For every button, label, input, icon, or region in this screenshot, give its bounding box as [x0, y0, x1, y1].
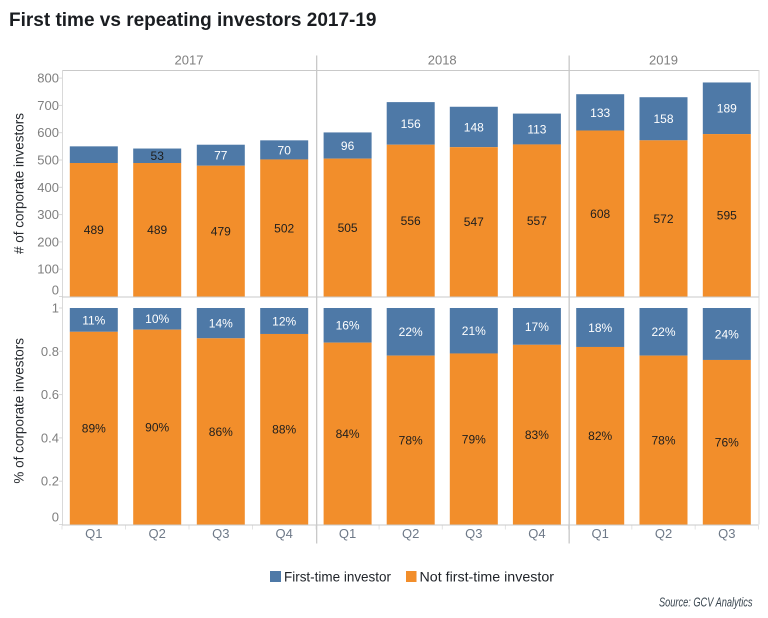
svg-text:158: 158: [653, 112, 673, 126]
svg-text:79%: 79%: [462, 432, 486, 446]
svg-text:Q4: Q4: [528, 526, 545, 541]
svg-text:600: 600: [37, 125, 59, 140]
svg-text:78%: 78%: [399, 433, 423, 447]
svg-text:First-time investor: First-time investor: [284, 569, 391, 585]
svg-text:479: 479: [211, 225, 231, 239]
svg-text:608: 608: [590, 207, 610, 221]
svg-text:Q3: Q3: [465, 526, 482, 541]
svg-text:2018: 2018: [428, 53, 457, 68]
svg-text:0: 0: [52, 283, 59, 298]
svg-text:16%: 16%: [336, 319, 360, 333]
svg-text:113: 113: [527, 122, 546, 136]
svg-text:21%: 21%: [462, 324, 486, 338]
svg-text:17%: 17%: [525, 320, 549, 334]
svg-text:53: 53: [151, 149, 165, 163]
svg-text:133: 133: [590, 106, 610, 120]
svg-text:489: 489: [84, 223, 104, 237]
svg-text:10%: 10%: [145, 312, 169, 326]
svg-text:1: 1: [52, 301, 59, 316]
svg-text:Q2: Q2: [655, 526, 672, 541]
svg-text:800: 800: [37, 71, 59, 86]
svg-text:70: 70: [278, 143, 292, 157]
svg-text:Source: GCV Analytics: Source: GCV Analytics: [659, 595, 753, 609]
svg-text:Q3: Q3: [718, 526, 735, 541]
svg-text:300: 300: [37, 207, 59, 222]
svg-text:89%: 89%: [82, 422, 106, 436]
svg-text:572: 572: [653, 212, 673, 226]
svg-text:96: 96: [341, 139, 355, 153]
svg-text:595: 595: [717, 209, 737, 223]
svg-text:0: 0: [52, 510, 59, 525]
svg-text:156: 156: [401, 117, 421, 131]
svg-text:83%: 83%: [525, 428, 549, 442]
svg-text:Q2: Q2: [149, 526, 166, 541]
svg-text:Q4: Q4: [276, 526, 293, 541]
svg-text:18%: 18%: [588, 321, 612, 335]
svg-text:0.2: 0.2: [41, 474, 59, 489]
svg-text:547: 547: [464, 215, 484, 229]
svg-text:78%: 78%: [651, 433, 675, 447]
svg-text:24%: 24%: [715, 327, 739, 341]
svg-text:200: 200: [37, 234, 59, 249]
svg-text:Q3: Q3: [212, 526, 229, 541]
svg-text:556: 556: [401, 214, 421, 228]
svg-text:489: 489: [147, 223, 167, 237]
svg-text:22%: 22%: [651, 325, 675, 339]
svg-text:86%: 86%: [209, 425, 233, 439]
svg-text:502: 502: [274, 221, 294, 235]
svg-text:148: 148: [464, 120, 484, 134]
svg-text:0.6: 0.6: [41, 387, 59, 402]
svg-text:76%: 76%: [715, 436, 739, 450]
svg-text:505: 505: [338, 221, 358, 235]
svg-text:84%: 84%: [336, 427, 360, 441]
svg-text:14%: 14%: [209, 317, 233, 331]
svg-text:77: 77: [214, 149, 228, 163]
svg-text:0.4: 0.4: [41, 430, 59, 445]
svg-text:500: 500: [37, 153, 59, 168]
svg-text:Q1: Q1: [592, 526, 609, 541]
svg-text:88%: 88%: [272, 423, 296, 437]
svg-text:557: 557: [527, 214, 547, 228]
svg-text:100: 100: [37, 262, 59, 277]
svg-text:Q1: Q1: [85, 526, 102, 541]
svg-text:# of corporate investors: # of corporate investors: [12, 113, 27, 254]
svg-text:Not first-time investor: Not first-time investor: [420, 569, 555, 585]
svg-text:189: 189: [717, 102, 737, 116]
svg-text:2017: 2017: [175, 53, 204, 68]
svg-text:82%: 82%: [588, 429, 612, 443]
svg-text:0.8: 0.8: [41, 344, 59, 359]
svg-text:90%: 90%: [145, 420, 169, 434]
svg-text:11%: 11%: [82, 313, 105, 327]
svg-text:Q2: Q2: [402, 526, 419, 541]
svg-text:2019: 2019: [649, 53, 678, 68]
svg-text:% of corporate investors: % of corporate investors: [12, 338, 27, 484]
svg-text:Q1: Q1: [339, 526, 356, 541]
svg-text:12%: 12%: [272, 314, 296, 328]
svg-text:400: 400: [37, 180, 59, 195]
svg-text:First time vs repeating invest: First time vs repeating investors 2017-1…: [9, 10, 377, 31]
svg-text:700: 700: [37, 98, 59, 113]
svg-text:22%: 22%: [399, 325, 423, 339]
